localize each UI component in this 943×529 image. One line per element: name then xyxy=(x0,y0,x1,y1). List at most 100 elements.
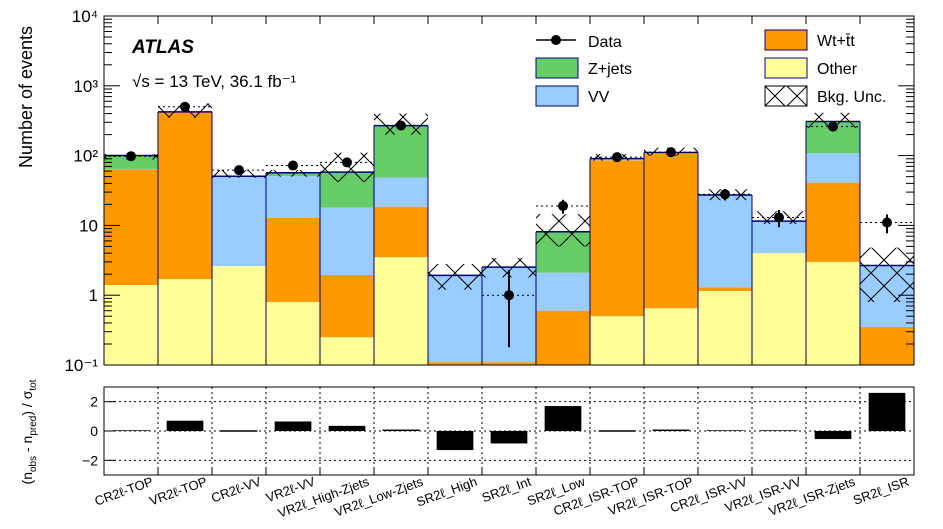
bar-segment xyxy=(698,287,752,291)
data-point xyxy=(504,290,514,301)
category-label: SR2ℓ_Int xyxy=(480,474,534,506)
data-points xyxy=(104,101,914,348)
data-point xyxy=(612,152,622,163)
legend-label: VV xyxy=(588,89,610,106)
category-label: SR2ℓ_High xyxy=(414,474,479,510)
legend-entry-wt-ttbar: Wt+t̄t xyxy=(764,29,855,51)
ratio-bar xyxy=(652,429,690,431)
atlas-label: ATLAS xyxy=(131,37,194,58)
legend-label: Z+jets xyxy=(588,61,632,78)
bar-segment xyxy=(428,275,482,363)
data-point xyxy=(720,189,730,200)
y-tick-label: 1 xyxy=(89,286,98,305)
data-point xyxy=(558,200,568,211)
legend-entry-vv: VV xyxy=(535,85,610,107)
category-label: SR2ℓ_ISR xyxy=(851,474,911,508)
main-x-axis-ticks xyxy=(157,16,861,365)
uncertainty-box xyxy=(428,263,482,290)
bar-segment xyxy=(644,308,698,365)
bar-segment xyxy=(590,160,644,317)
ratio-bar xyxy=(328,425,366,431)
ratio-bar xyxy=(382,429,420,431)
bar-segment xyxy=(428,362,482,365)
bar-segment xyxy=(158,111,212,280)
main-y-axis: 10⁻¹ 1 10 10² 10³ 10⁴ xyxy=(64,7,914,375)
ratio-bar xyxy=(490,431,528,444)
legend: Data Z+jets VV Wt+t̄t Other Bkg. Unc. xyxy=(535,29,886,107)
bar-segment xyxy=(320,274,374,338)
data-point xyxy=(288,160,298,171)
bar-segment xyxy=(806,182,860,262)
legend-label: Other xyxy=(817,61,858,78)
y-tick-label: 10³ xyxy=(73,77,98,96)
category-label: CR2ℓ-VV xyxy=(209,474,263,506)
bar-segment xyxy=(212,176,266,267)
ratio-y-tick-label: −2 xyxy=(82,452,98,468)
legend-entry-other: Other xyxy=(764,57,858,79)
ratio-bar xyxy=(868,392,906,431)
legend-swatch xyxy=(764,85,808,107)
data-point xyxy=(396,120,406,131)
bar-segment xyxy=(104,169,158,286)
bar-segment xyxy=(806,261,860,365)
bar-segment xyxy=(644,153,698,309)
data-point xyxy=(828,121,838,132)
ratio-bar xyxy=(544,406,582,431)
ratio-bar xyxy=(166,420,204,431)
legend-swatch xyxy=(764,57,808,79)
bar-segment xyxy=(698,194,752,288)
data-point xyxy=(180,101,190,112)
bar-segment xyxy=(320,337,374,365)
bar-segment xyxy=(860,327,914,365)
uncertainty-box xyxy=(860,247,914,302)
category-label: CR2ℓ-TOP xyxy=(93,474,155,509)
category-label: VR2ℓ-TOP xyxy=(147,474,209,509)
y-tick-label: 10⁴ xyxy=(72,7,98,26)
bar-segment xyxy=(374,177,428,207)
bar-segment xyxy=(698,290,752,365)
main-y-axis-label: Number of events xyxy=(16,26,36,168)
legend-label: Bkg. Unc. xyxy=(817,89,886,106)
bar-segment xyxy=(374,257,428,365)
ratio-y-tick-label: 0 xyxy=(90,423,98,439)
ratio-bar xyxy=(274,421,312,431)
legend-swatch xyxy=(535,85,579,107)
data-point xyxy=(234,165,244,176)
energy-label: √s = 13 TeV, 36.1 fb⁻¹ xyxy=(132,72,297,91)
bar-segment xyxy=(266,217,320,302)
legend-entry-zjets: Z+jets xyxy=(535,57,632,79)
data-point xyxy=(126,151,136,162)
data-point xyxy=(666,147,676,158)
data-point xyxy=(342,157,352,168)
bar-segment xyxy=(752,253,806,365)
legend-hatch xyxy=(764,85,808,107)
legend-entry-bkg-unc: Bkg. Unc. xyxy=(764,85,886,107)
ratio-reference-lines xyxy=(104,387,914,475)
legend-label: Wt+t̄t xyxy=(817,33,855,50)
uncertainty-box xyxy=(266,170,320,177)
legend-data-marker xyxy=(551,35,561,45)
data-point xyxy=(774,212,784,223)
ratio-bar xyxy=(436,431,474,451)
bar-segment xyxy=(158,279,212,365)
bar-segment xyxy=(590,316,644,365)
uncertainty-box xyxy=(536,214,590,247)
bar-segment xyxy=(266,301,320,365)
bar-segment xyxy=(320,207,374,275)
ratio-y-tick-label: 2 xyxy=(90,394,98,410)
uncertainty-box xyxy=(482,258,536,278)
bar-segment xyxy=(536,272,590,311)
y-tick-label: 10 xyxy=(79,216,98,235)
ratio-bar xyxy=(814,431,852,440)
bar-segment xyxy=(266,176,320,218)
bar-segment xyxy=(482,362,536,365)
bar-segment xyxy=(104,285,158,365)
main-plot-frame xyxy=(103,15,915,366)
ratio-y-axis-label: (nobs - npred) / σtot xyxy=(19,379,39,484)
y-tick-label: 10² xyxy=(73,147,98,166)
legend-swatch xyxy=(764,29,808,51)
y-tick-label: 10⁻¹ xyxy=(64,356,98,375)
bar-segment xyxy=(212,266,266,365)
